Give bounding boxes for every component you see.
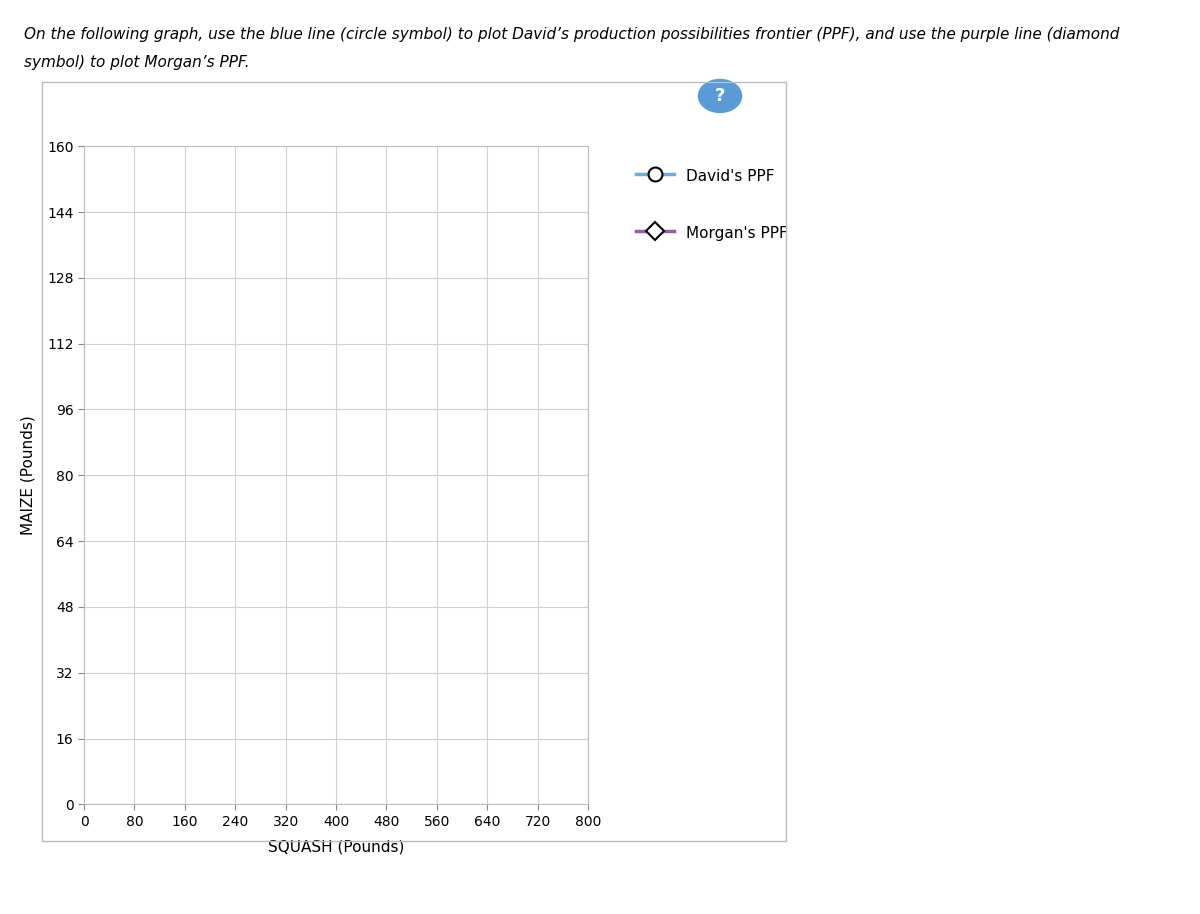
Legend: David's PPF, Morgan's PPF: David's PPF, Morgan's PPF xyxy=(636,167,788,242)
X-axis label: SQUASH (Pounds): SQUASH (Pounds) xyxy=(268,840,404,855)
Text: symbol) to plot Morgan’s PPF.: symbol) to plot Morgan’s PPF. xyxy=(24,55,250,69)
Y-axis label: MAIZE (Pounds): MAIZE (Pounds) xyxy=(20,415,36,536)
Text: ?: ? xyxy=(715,87,725,105)
Circle shape xyxy=(698,80,742,112)
Text: On the following graph, use the blue line (circle symbol) to plot David’s produc: On the following graph, use the blue lin… xyxy=(24,27,1120,42)
